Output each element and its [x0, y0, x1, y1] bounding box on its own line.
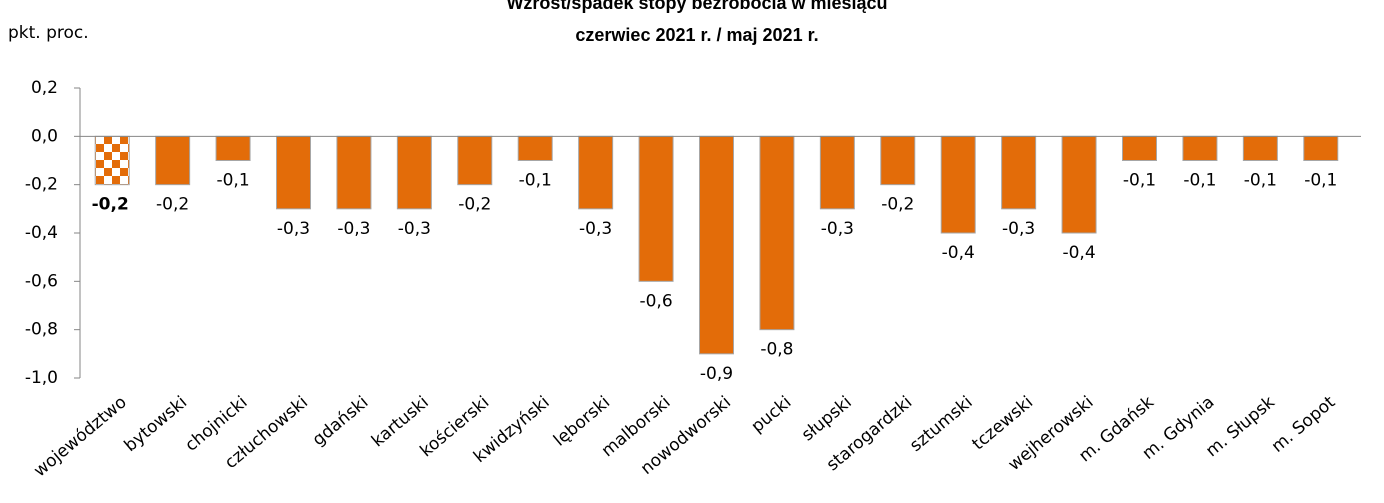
- bar: [880, 135, 916, 186]
- bar: [638, 135, 674, 282]
- bar: [215, 135, 251, 161]
- data-label: -0,1: [1183, 171, 1216, 191]
- bar: [699, 135, 734, 355]
- data-label: -0,3: [579, 219, 612, 239]
- x-tick-label: pucki: [748, 392, 796, 437]
- bar: [1182, 135, 1218, 161]
- bar: [578, 135, 614, 210]
- chart-subtitle: czerwiec 2021 r. / maj 2021 r.: [575, 25, 818, 45]
- bar: [1242, 135, 1278, 161]
- data-label: -0,1: [519, 171, 552, 191]
- data-label: -0,9: [700, 364, 733, 384]
- data-label: -0,2: [156, 195, 189, 215]
- data-label: -0,1: [216, 171, 249, 191]
- y-tick-label: -0,4: [25, 223, 58, 243]
- bar: [276, 135, 311, 210]
- x-tick-label: województwo: [30, 392, 131, 481]
- y-tick-label: -1,0: [25, 368, 58, 388]
- x-tick-label: gdański: [309, 392, 373, 450]
- bar: [759, 135, 795, 331]
- chart-title: Wzrost/spadek stopy bezrobocia w miesiąc…: [506, 0, 887, 13]
- y-tick-label: 0,2: [31, 78, 58, 98]
- bar: [396, 135, 432, 210]
- data-label: -0,2: [881, 195, 914, 215]
- data-label: -0,4: [1062, 243, 1095, 263]
- data-label: -0,3: [821, 219, 854, 239]
- x-tick-label: sztumski: [906, 392, 976, 456]
- x-tick-label: bytowski: [121, 392, 192, 456]
- data-label: -0,8: [760, 340, 793, 360]
- bar: [819, 135, 855, 210]
- bar: [940, 135, 976, 234]
- y-tick-label: -0,2: [25, 175, 58, 195]
- bar: [457, 135, 493, 186]
- bar: [155, 135, 191, 186]
- data-label: -0,3: [1002, 219, 1035, 239]
- data-label: -0,3: [337, 219, 370, 239]
- bar: [1122, 135, 1157, 161]
- bar: [336, 135, 372, 210]
- bar: [94, 135, 130, 186]
- y-tick-label: -0,6: [25, 271, 58, 291]
- bar: [1061, 135, 1097, 234]
- bar: [1303, 135, 1339, 161]
- data-label: -0,1: [1123, 171, 1156, 191]
- y-tick-label: -0,8: [25, 320, 58, 340]
- x-tick-label: m. Sopot: [1268, 392, 1340, 457]
- x-tick-label: słupski: [798, 392, 856, 445]
- data-label: -0,3: [277, 219, 310, 239]
- y-tick-label: 0,0: [31, 126, 58, 146]
- bar: [517, 135, 553, 161]
- data-label: -0,2: [458, 195, 491, 215]
- data-label: -0,1: [1244, 171, 1277, 191]
- data-label: -0,2: [92, 195, 129, 215]
- data-label: -0,4: [942, 243, 975, 263]
- bar: [1001, 135, 1037, 210]
- data-label: -0,6: [639, 291, 672, 311]
- data-label: -0,1: [1304, 171, 1337, 191]
- y-axis-label: pkt. proc.: [8, 23, 89, 43]
- data-label: -0,3: [398, 219, 431, 239]
